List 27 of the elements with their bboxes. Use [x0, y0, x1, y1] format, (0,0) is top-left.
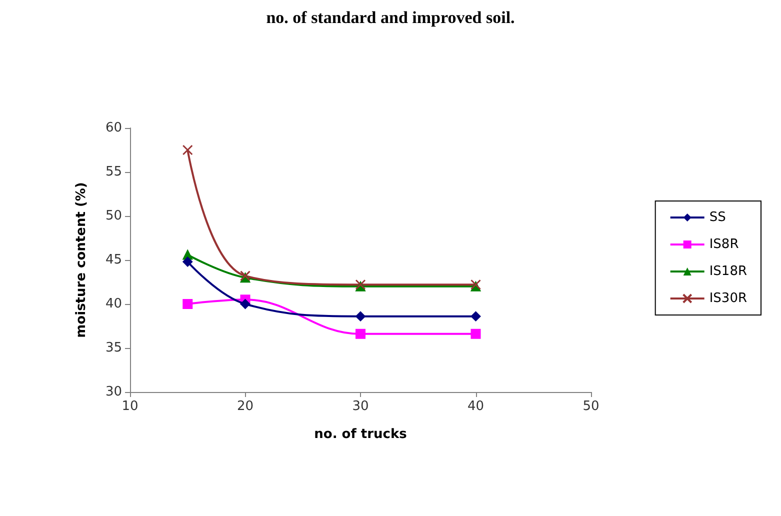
point: [356, 311, 366, 322]
y-tick-label: 55: [105, 164, 122, 180]
y-tick-label: 35: [105, 340, 122, 356]
y-tick-label: 30: [105, 384, 122, 400]
y-tick-label: 50: [105, 208, 122, 224]
x-axis-title: no. of trucks: [314, 427, 408, 442]
point: [182, 299, 193, 309]
y-tick-label: 40: [105, 296, 122, 312]
chart-title: no. of standard and improved soil.: [266, 8, 515, 27]
y-tick-label: 45: [105, 252, 122, 268]
point: [182, 256, 193, 267]
point: [356, 328, 366, 339]
legend-label: SS: [709, 210, 726, 225]
legend-label: IS18R: [709, 264, 748, 279]
x-tick-label: 30: [352, 399, 369, 414]
y-axis-title: moisture content (%): [74, 182, 89, 338]
point: [470, 311, 481, 322]
x-tick-label: 10: [122, 399, 138, 414]
x-tick-label: 50: [582, 399, 600, 414]
point: [182, 144, 193, 156]
y-tick-label: 60: [105, 120, 122, 136]
x-tick-label: 40: [467, 399, 484, 414]
legend-label: IS30R: [709, 291, 748, 306]
point: [470, 328, 481, 339]
point: [240, 299, 250, 309]
legend-label: IS8R: [709, 237, 739, 252]
x-tick-label: 20: [236, 399, 254, 414]
